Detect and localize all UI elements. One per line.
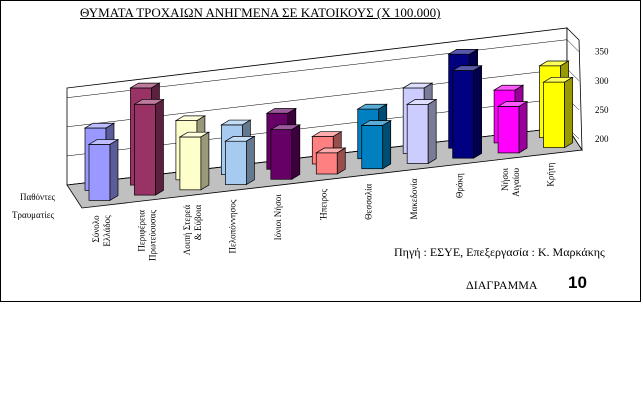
chart-title: ΘΥΜΑΤΑ ΤΡΟΧΑΙΩΝ ΑΝΗΓΜΕΝΑ ΣΕ ΚΑΤΟΙΚΟΥΣ (Χ… [80,5,441,20]
bar-traumaties [497,106,520,154]
x-tick-label: Ήπειρος [318,189,328,221]
gridline-side [566,68,580,81]
bar-side [564,76,573,149]
series-label: Παθόντες [20,192,55,202]
x-tick-group: Ήπειρος [318,189,328,221]
gridline-side [566,39,580,52]
x-tick-label: Ιόνιοι Νήσοι [273,194,283,241]
bar-side [518,100,528,154]
bar-traumaties [225,140,247,185]
diagram-label: ΔΙΑΓΡΑΜΜΑ [466,278,538,292]
source-note: Πηγή : ΕΣΥΕ, Επεξεργασία : Κ. Μαρκάκης [394,245,605,259]
bar-traumaties [452,70,474,159]
x-tick-label: Θεσσαλία [364,183,374,219]
x-tick-group: Λοιπή Στερεά& Εύβοια [182,205,203,256]
bar-traumaties [361,125,384,170]
bar-side [291,124,301,180]
bar-side [473,65,482,159]
x-tick-group: Ιόνιοι Νήσοι [273,194,283,241]
x-tick-group: ΣύνολοΕλλάδος [91,215,112,247]
bar-side [246,135,255,186]
x-tick-label: Πελοπόννησος [227,199,237,253]
x-tick-group: Θράκη [455,173,465,198]
x-tick-label: ΣύνολοΕλλάδος [91,215,112,247]
x-tick-group: ΝήσοιΑιγαίου [500,167,521,197]
bar-traumaties [406,103,429,164]
diagram-number: 10 [568,273,587,292]
x-tick-label: ΠεριφέρειαΠρωτεύουσας [136,210,157,261]
x-tick-label: Κρήτη [546,162,556,186]
x-tick-group: Κρήτη [546,162,556,186]
bar-side [336,147,346,175]
bar-side [155,98,164,196]
x-tick-label: Μακεδονία [409,178,419,219]
bar-side [382,119,392,170]
bar-side [109,138,119,201]
x-tick-label: ΝήσοιΑιγαίου [500,167,521,197]
x-tick-group: ΠεριφέρειαΠρωτεύουσας [136,210,157,261]
bar-traumaties [179,136,202,191]
bar-traumaties [543,81,565,148]
x-tick-group: Θεσσαλία [364,183,374,219]
bar-traumaties [315,152,338,175]
x-tick-group: Μακεδονία [409,178,419,219]
x-tick-label: Λοιπή Στερεά& Εύβοια [182,205,203,256]
bar-side [200,131,210,191]
y-tick-label: 300 [595,76,609,86]
bar-side [427,98,437,165]
x-tick-label: Θράκη [455,173,465,198]
y-tick-label: 250 [595,105,609,115]
bar-traumaties [88,144,111,201]
x-tick-group: Πελοπόννησος [227,199,237,253]
bar-traumaties [134,103,156,196]
y-tick-label: 200 [595,134,609,144]
bar-traumaties [270,129,293,180]
series-label: Τραυματίες [12,210,55,220]
y-tick-label: 350 [595,47,609,57]
